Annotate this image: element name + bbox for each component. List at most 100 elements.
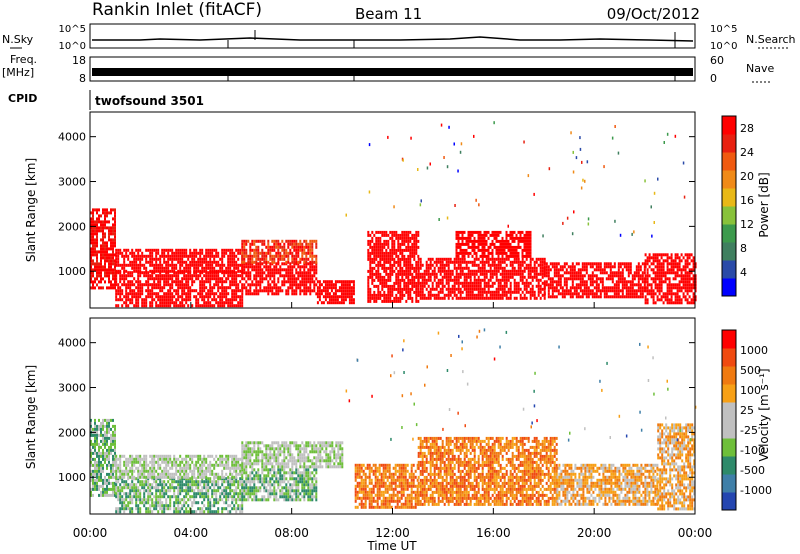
range-gate-cell: [106, 424, 108, 428]
range-gate-cell: [165, 489, 168, 493]
range-gate-cell: [291, 242, 294, 246]
range-gate-cell: [143, 298, 146, 302]
range-gate-cell: [269, 274, 272, 278]
range-gate-cell: [131, 483, 134, 487]
range-gate-cell: [175, 283, 178, 287]
range-gate-cell: [199, 510, 202, 514]
range-gate-cell: [179, 480, 182, 484]
range-gate-cell: [235, 263, 238, 267]
range-gate-cell: [249, 289, 252, 293]
range-gate-cell: [352, 292, 355, 296]
range-gate-cell: [541, 287, 544, 291]
range-gate-cell: [179, 492, 182, 496]
range-gate-cell: [387, 293, 390, 297]
range-gate-cell: [411, 266, 414, 270]
range-gate-cell: [557, 262, 560, 266]
range-gate-cell: [387, 257, 390, 261]
range-gate-cell: [139, 483, 142, 487]
range-gate-cell: [666, 298, 669, 302]
range-gate-cell: [233, 277, 236, 281]
range-gate-cell: [185, 286, 188, 290]
range-gate-cell: [686, 277, 689, 281]
range-gate-cell: [102, 481, 104, 485]
range-gate-cell: [352, 286, 355, 290]
range-gate-cell: [94, 466, 96, 470]
range-gate-cell: [94, 421, 96, 425]
range-gate-cell: [279, 245, 282, 249]
range-gate-cell: [177, 504, 180, 508]
range-gate-cell: [405, 299, 408, 303]
range-gate-cell: [419, 281, 422, 285]
range-gate-cell: [115, 283, 118, 287]
range-gate-cell: [175, 510, 178, 514]
range-gate-cell: [662, 301, 665, 305]
range-gate-cell: [289, 277, 292, 281]
range-gate-cell: [694, 298, 697, 302]
range-gate-cell: [213, 489, 216, 493]
range-gate-cell: [433, 272, 436, 276]
range-gate-cell: [131, 248, 134, 252]
range-gate-cell: [654, 259, 657, 263]
range-gate-cell: [106, 259, 108, 263]
range-gate-cell: [385, 281, 388, 285]
range-gate-cell: [112, 490, 114, 494]
range-gate-cell: [90, 433, 92, 437]
range-gate-cell: [114, 271, 116, 275]
range-gate-cell: [241, 251, 244, 255]
range-gate-cell: [277, 260, 280, 264]
range-gate-cell: [409, 266, 412, 270]
range-gate-cell: [179, 286, 182, 290]
range-gate-cell: [513, 287, 516, 291]
range-gate-cell: [191, 304, 194, 308]
range-gate-cell: [692, 277, 695, 281]
range-gate-cell: [303, 251, 306, 255]
range-gate-cell: [549, 280, 552, 284]
range-gate-cell: [102, 211, 104, 215]
range-gate-cell: [509, 281, 512, 285]
range-gate-cell: [601, 268, 604, 272]
range-gate-cell: [233, 489, 236, 493]
range-gate-cell: [261, 262, 264, 266]
range-gate-cell: [688, 289, 691, 293]
range-gate-cell: [175, 486, 178, 490]
range-gate-cell: [287, 242, 290, 246]
range-gate-cell: [205, 269, 208, 273]
range-gate-cell: [96, 433, 98, 437]
range-gate-cell: [171, 295, 174, 299]
sparse-echo: [473, 134, 475, 138]
range-gate-cell: [311, 248, 314, 252]
range-gate-cell: [521, 254, 524, 258]
range-gate-cell: [415, 266, 418, 270]
range-gate-cell: [515, 236, 518, 240]
range-gate-cell: [289, 239, 292, 243]
range-gate-cell: [523, 287, 526, 291]
range-gate-cell: [108, 493, 110, 497]
range-gate-cell: [225, 498, 228, 502]
range-gate-cell: [239, 248, 242, 252]
range-gate-cell: [161, 298, 164, 302]
range-gate-cell: [348, 301, 351, 305]
range-gate-cell: [161, 266, 164, 270]
range-gate-cell: [643, 283, 646, 287]
range-gate-cell: [605, 277, 608, 281]
range-gate-cell: [305, 271, 308, 275]
range-gate-cell: [385, 266, 388, 270]
range-gate-cell: [114, 439, 116, 443]
range-gate-cell: [219, 292, 222, 296]
range-gate-cell: [381, 281, 384, 285]
range-gate-cell: [289, 274, 292, 278]
range-gate-cell: [102, 442, 104, 446]
range-gate-cell: [100, 463, 102, 467]
range-gate-cell: [243, 242, 246, 246]
range-gate-cell: [221, 298, 224, 302]
range-gate-cell: [525, 251, 528, 255]
range-gate-cell: [155, 498, 158, 502]
range-gate-cell: [161, 501, 164, 505]
range-gate-cell: [173, 280, 176, 284]
range-gate-cell: [597, 277, 600, 281]
range-gate-cell: [283, 274, 286, 278]
range-gate-cell: [369, 242, 372, 246]
range-gate-cell: [135, 292, 138, 296]
range-gate-cell: [251, 283, 254, 287]
range-gate-cell: [179, 295, 182, 299]
